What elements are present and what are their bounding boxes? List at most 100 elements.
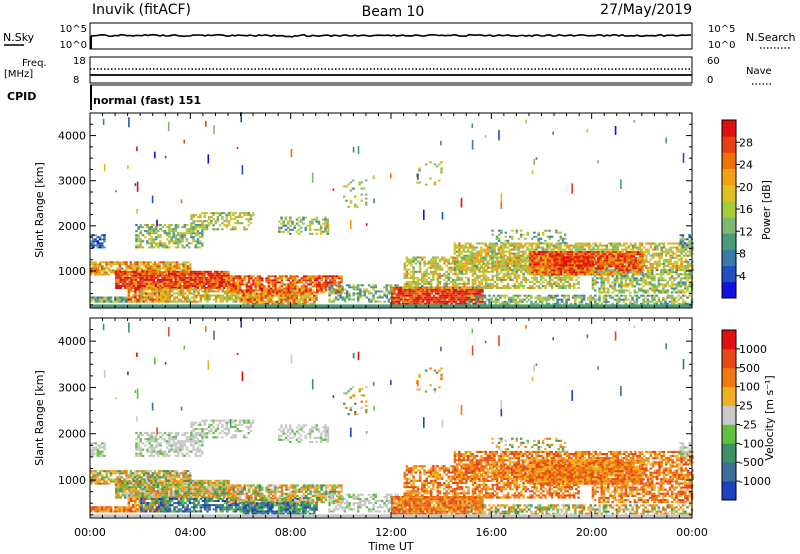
power-cell [360,193,364,196]
power-cell [502,276,505,279]
power-cell [200,282,204,285]
power-cell [193,288,196,291]
power-cell [542,251,545,254]
power-cell [195,296,198,299]
power-cell [462,282,466,285]
power-cell [453,248,457,251]
power-cell [566,273,569,276]
power-cell [320,285,323,288]
power-cell [649,264,652,267]
power-cell [434,260,437,263]
power-cell [196,270,199,273]
power-cell [159,270,162,273]
power-cell [467,276,470,279]
power-cell [440,167,443,170]
power-cell [504,287,508,289]
power-cell [653,266,657,269]
power-cell [532,242,536,245]
power-cell [324,275,328,278]
power-cell [515,262,518,265]
power-cell [491,270,494,273]
power-cell [134,274,138,277]
power-cell [330,290,333,293]
power-cell [395,286,398,289]
power-cell [410,292,414,295]
power-cell [616,242,619,245]
power-cell [158,300,161,303]
power-cell [664,258,668,261]
power-cell [161,272,164,275]
power-cell [150,238,153,241]
power-cell [161,276,164,279]
power-cell [128,272,131,275]
power-cell [421,298,425,301]
power-cell [614,242,617,245]
power-cell [189,272,193,275]
power-cell [535,269,539,272]
power-cell [513,285,516,287]
power-cell [148,287,151,289]
power-cell [482,256,485,259]
power-cell [385,294,388,297]
power-cell [542,265,545,268]
power-cell [341,286,344,289]
power-cell [686,250,690,253]
power-cell [249,300,252,303]
power-cell [316,291,319,294]
power-cell [258,287,262,290]
power-cell [557,267,561,270]
power-cell [214,282,217,285]
power-cell [367,292,371,295]
power-cell [504,266,507,269]
power-cell [184,292,187,295]
power-cell [291,220,294,223]
power-cell [197,300,200,303]
power-cell [194,274,197,277]
power-cell [524,269,527,271]
power-cell [378,294,382,297]
power-cell [207,278,210,281]
power-cell [568,271,572,274]
power-cell [477,269,481,271]
power-cell [178,272,182,275]
power-cell [535,251,539,254]
power-cell [430,302,434,305]
power-cell [300,218,303,221]
power-cell [105,267,108,270]
power-cell [265,277,268,280]
power-cell [230,291,233,294]
power-cell [476,300,480,303]
power-cell [190,236,193,239]
power-cell [179,294,183,297]
power-cell [435,300,438,303]
power-cell [152,278,155,281]
power-cell [535,257,539,260]
power-cell [686,254,690,257]
power-cell [669,260,672,263]
power-cell [92,267,95,270]
power-cell [225,280,228,283]
power-cell [553,280,556,283]
power-cell [196,226,200,229]
power-cell [236,291,240,294]
power-cell [138,292,142,295]
power-cell [383,286,386,289]
power-cell [471,256,475,259]
power-cell [167,287,171,289]
power-cell [96,240,100,243]
power-cell [320,275,323,278]
power-cell [352,294,355,297]
power-cell [221,228,224,231]
power-cell [425,274,428,277]
power-cell [230,285,233,288]
power-cell [186,288,189,291]
power-cell [282,222,285,225]
power-cell [385,296,388,299]
power-cell [269,275,273,278]
power-cell [449,276,453,279]
power-cell [319,226,323,229]
power-cell [559,287,563,289]
power-cell [178,274,182,277]
power-cell [294,277,297,280]
power-cell [145,287,149,289]
